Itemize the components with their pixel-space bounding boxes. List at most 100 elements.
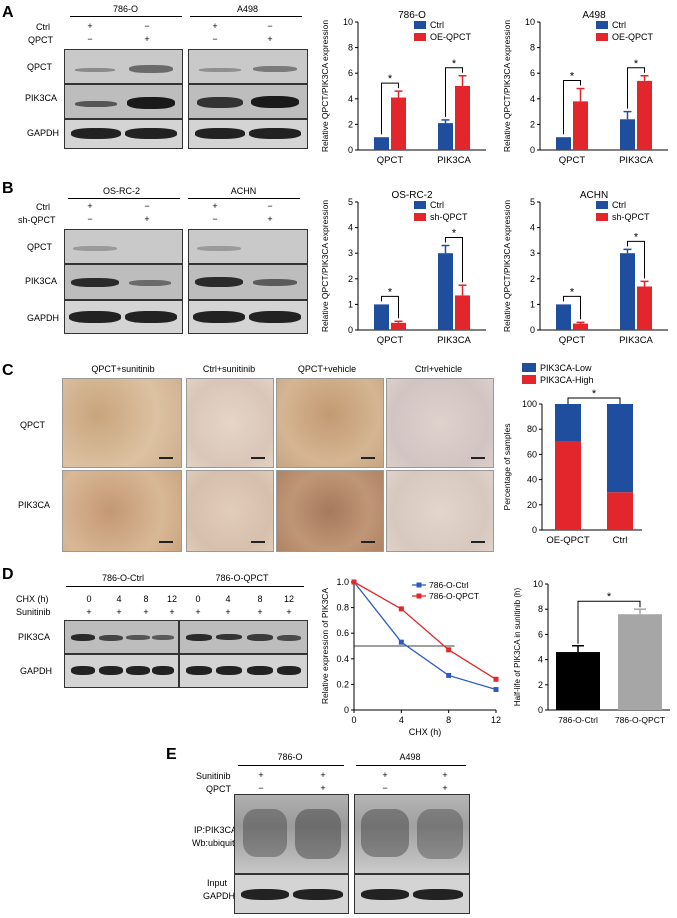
y-axis-label: Percentage of samples (502, 424, 512, 511)
western-blot-gapdh-ctrl (64, 654, 179, 688)
chx-value: 12 (284, 594, 295, 604)
chart-a2: 0 2 4 6 8 10 Relative QPCT/PIK3CA expression A4… (502, 10, 668, 166)
significance-bracket (563, 80, 581, 135)
chx-value: 8 (257, 594, 263, 604)
stacked-bar-segment (555, 404, 581, 442)
chart-a1: 0 2 4 6 8 10 Relative QPCT/PIK3CA expression 78… (320, 10, 486, 166)
ihc-image-pik3ca-ctrl-vehicle (386, 470, 494, 552)
stacked-bar-segment (607, 404, 633, 493)
sign: − (87, 34, 93, 44)
y-tick-label: 6 (348, 68, 353, 78)
y-tick-label: 0.6 (336, 628, 349, 638)
ihc-row-label-qpct: QPCT (20, 420, 46, 430)
significance-bracket (445, 237, 463, 283)
chart-title: A498 (582, 10, 606, 21)
chart-title: ACHN (580, 190, 608, 201)
significance-marker: * (452, 228, 457, 240)
sign: − (212, 214, 218, 224)
row-label-ctrl: Ctrl (36, 202, 50, 212)
legend-label: 786-O-Ctrl (429, 580, 469, 590)
chx-value: 0 (86, 594, 92, 604)
x-tick-label: QPCT (559, 155, 586, 166)
legend-swatch (596, 21, 608, 29)
bar (556, 304, 571, 330)
western-blot-gapdh-786o (64, 119, 183, 149)
y-tick-label: 0.2 (336, 679, 349, 689)
chx-value: 0 (195, 594, 201, 604)
legend-swatch (414, 33, 426, 41)
bar (637, 286, 652, 330)
blot-label-pik3ca: PIK3CA (25, 93, 58, 103)
x-tick-label: 8 (446, 715, 451, 725)
y-axis-label: Relative QPCT/PIK3CA expression (320, 20, 330, 153)
y-tick-label: 100 (522, 399, 537, 409)
sign: − (267, 201, 273, 211)
data-point (398, 606, 404, 612)
bar (438, 253, 453, 330)
y-tick-label: 80 (527, 424, 537, 434)
significance-marker: * (570, 71, 575, 83)
significance-marker: * (570, 286, 575, 298)
sign: + (144, 34, 150, 44)
blot-label-gapdh: GAPDH (27, 313, 60, 323)
sign: + (442, 783, 448, 793)
chart-title: OS-RC-2 (391, 190, 433, 201)
group-label: 786-O-Ctrl (101, 573, 144, 583)
sign: + (267, 214, 273, 224)
y-tick-label: 4 (348, 223, 353, 233)
significance-bracket (627, 240, 645, 279)
x-tick-label: QPCT (377, 155, 404, 166)
y-axis-label: Relative QPCT/PIK3CA expression (502, 200, 512, 333)
sign: + (143, 607, 149, 617)
legend-marker (416, 593, 422, 599)
ihc-column-label: QPCT+vehicle (297, 364, 357, 374)
series-line (353, 581, 497, 691)
y-axis-label: Relative QPCT/PIK3CA expression (502, 20, 512, 153)
x-tick-label: 786-O-Ctrl (558, 715, 598, 725)
data-point (446, 672, 452, 678)
y-tick-label: 10 (533, 579, 543, 589)
chart-b1: 0 1 2 3 4 5 Relative QPCT/PIK3CA expression OS-… (320, 190, 486, 346)
y-tick-label: 0 (530, 145, 535, 155)
western-blot-pik3ca-786o (64, 84, 183, 119)
cell-line-label: 786-O (277, 752, 303, 762)
significance-marker: * (607, 591, 612, 603)
bar (455, 295, 470, 330)
western-blot-pik3ca-a498 (188, 84, 308, 119)
ip-label: IP:PIK3CA (194, 825, 238, 835)
western-blot-pik3ca-achn (188, 264, 308, 300)
x-tick-label: PIK3CA (437, 335, 471, 346)
x-tick-label: QPCT (559, 335, 586, 346)
significance-bracket (381, 82, 399, 135)
significance-bracket (577, 600, 641, 644)
western-blot-qpct-a498 (188, 49, 308, 84)
x-tick-label: OE-QPCT (546, 535, 589, 546)
legend-swatch (522, 375, 536, 384)
row-label-qpct: QPCT (28, 35, 54, 45)
y-tick-label: 5 (530, 197, 535, 207)
series-line (353, 581, 497, 680)
ubiquitin-blot-a498 (354, 794, 470, 874)
bar (573, 101, 588, 150)
y-tick-label: 3 (530, 248, 535, 258)
significance-marker: * (388, 286, 393, 298)
significance-bracket (445, 67, 463, 117)
significance-marker: * (452, 58, 457, 70)
y-tick-label: 0 (530, 325, 535, 335)
sign: − (144, 21, 150, 31)
ihc-image-qpct-ctrl-vehicle (386, 378, 494, 468)
blot-label-pik3ca: PIK3CA (25, 276, 58, 286)
blot-label-gapdh: GAPDH (20, 666, 53, 676)
sign: + (87, 201, 93, 211)
input-label: Input (207, 878, 228, 888)
sign: + (257, 607, 263, 617)
legend-label: 786-O-QPCT (429, 591, 479, 601)
ihc-column-label: QPCT+sunitinib (91, 364, 155, 374)
legend-label: sh-QPCT (612, 212, 650, 222)
x-tick-label: Ctrl (613, 535, 628, 546)
bar (374, 137, 389, 150)
row-label-sunitinib: Sunitinib (16, 607, 51, 617)
y-tick-label: 6 (530, 68, 535, 78)
significance-bracket (627, 67, 645, 109)
legend-swatch (414, 21, 426, 29)
